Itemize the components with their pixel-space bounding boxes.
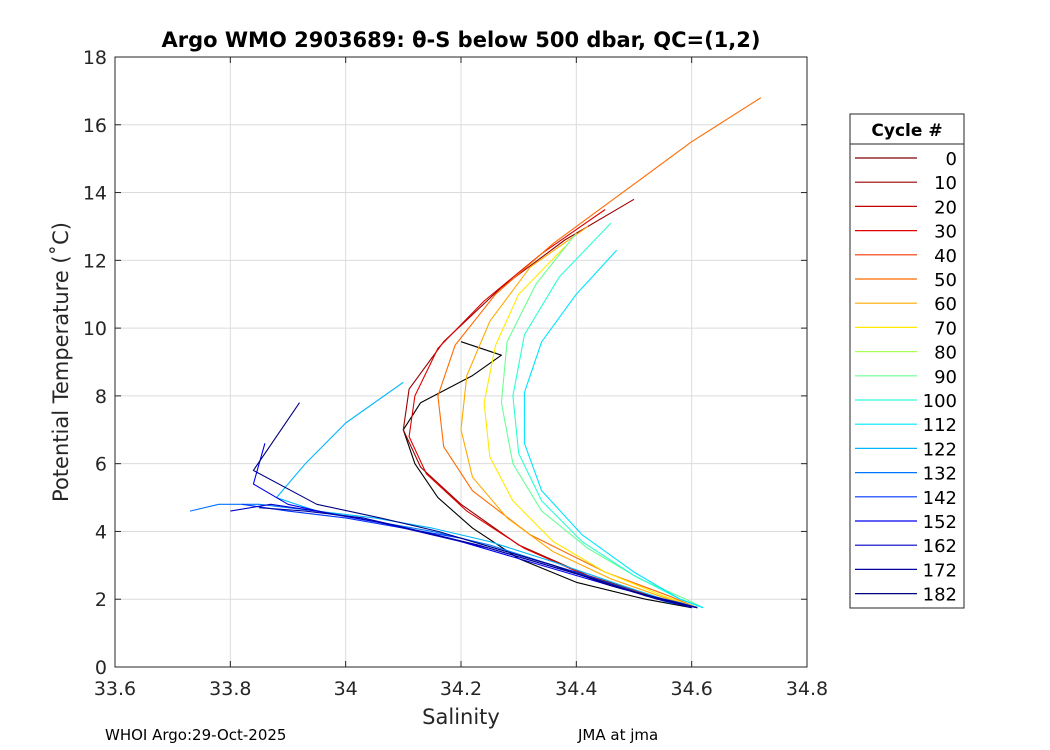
data-series-layer	[189, 97, 762, 609]
y-tick-label: 16	[83, 115, 107, 137]
series-line-cycle-100	[512, 222, 704, 609]
legend-label: 70	[934, 318, 957, 339]
y-tick-label: 10	[83, 318, 107, 340]
x-tick-label: 34.6	[671, 678, 713, 700]
x-tick-label: 33.8	[209, 678, 251, 700]
legend-label: 182	[923, 585, 957, 606]
legend-label: 122	[923, 439, 957, 460]
y-tick-label: 12	[83, 250, 107, 272]
x-tick-label: 34	[334, 678, 358, 700]
y-tick-label: 2	[95, 589, 107, 611]
series-line-cycle-112	[523, 249, 704, 609]
legend-label: 10	[934, 173, 957, 194]
legend-label: 90	[934, 367, 957, 388]
y-tick-label: 0	[95, 657, 107, 679]
legend: Cycle # 0 10 20 30 40 50 60 70 80 90 100 112 122 132 1…	[849, 113, 965, 609]
y-tick-label: 6	[95, 454, 107, 476]
legend-label: 30	[934, 222, 957, 243]
legend-label: 80	[934, 343, 957, 364]
legend-label: 60	[934, 294, 957, 315]
legend-label: 172	[923, 560, 957, 581]
legend-label: 0	[946, 149, 957, 170]
chart-title: Argo WMO 2903689: θ-S below 500 dbar, QC…	[162, 28, 761, 52]
series-line-cycle-70	[483, 246, 698, 609]
y-tick-label: 8	[95, 386, 107, 408]
legend-label: 100	[923, 391, 957, 412]
y-axis-label: Potential Temperature (˚C)	[49, 222, 73, 502]
footer-credit: JMA at jma	[578, 726, 659, 744]
x-axis-label: Salinity	[422, 705, 500, 729]
legend-label: 132	[923, 464, 957, 485]
x-tick-label: 34.4	[555, 678, 597, 700]
legend-label: 40	[934, 246, 957, 267]
legend-label: 152	[923, 512, 957, 533]
x-tick-label: 34.8	[786, 678, 828, 700]
legend-label: 50	[934, 270, 957, 291]
legend-label: 20	[934, 197, 957, 218]
x-tick-label: 33.6	[94, 678, 136, 700]
legend-entries: 0 10 20 30 40 50 60 70 80 90 100 112 122 132 142 152 162…	[855, 149, 957, 606]
series-line-cycle-0	[402, 341, 692, 609]
x-tick-label: 34.2	[440, 678, 482, 700]
series-line-cycle-60	[460, 225, 698, 609]
legend-title: Cycle #	[871, 121, 942, 141]
y-tick-label: 18	[83, 47, 107, 69]
y-tick-label: 14	[83, 183, 107, 205]
footer-source-date: WHOI Argo:29-Oct-2025	[105, 726, 287, 744]
legend-label: 142	[923, 488, 957, 509]
y-tick-label: 4	[95, 521, 107, 543]
axis-ticks: 33.6 33.8 34 34.2 34.4 34.6 34.8 0 2 4 6 8 10 12 14 16 1…	[83, 47, 828, 700]
series-line-cycle-182	[252, 402, 698, 609]
legend-label: 112	[923, 415, 957, 436]
legend-box	[849, 113, 965, 609]
legend-label: 162	[923, 536, 957, 557]
